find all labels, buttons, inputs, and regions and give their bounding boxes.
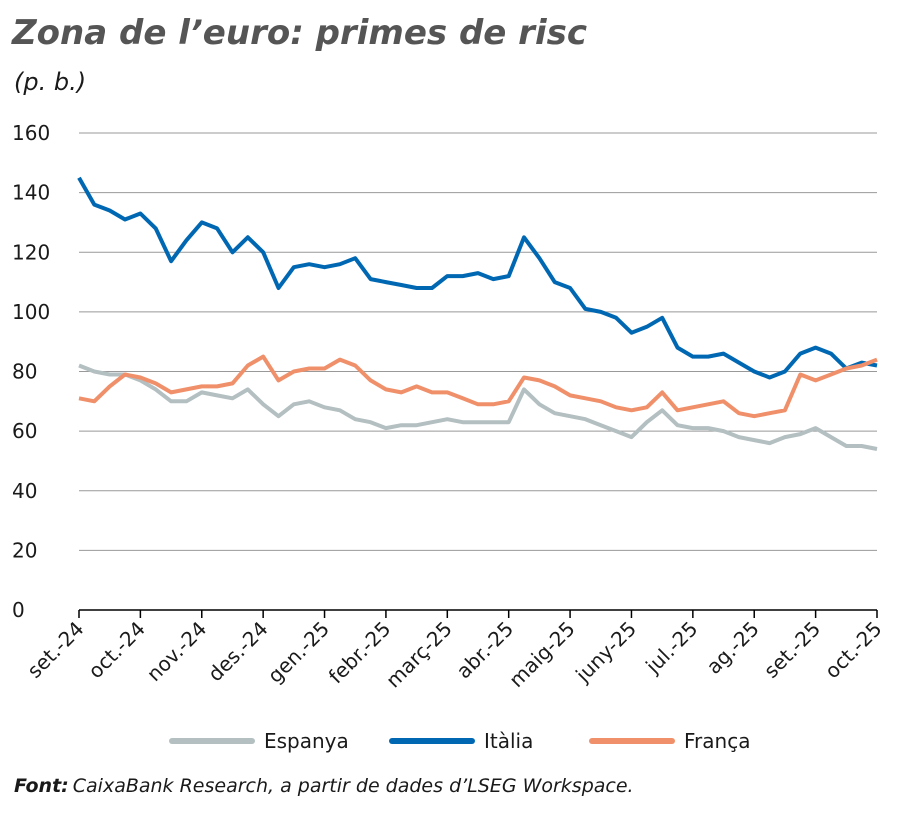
- x-tick-label: jul.-25: [640, 617, 702, 679]
- x-tick-label: oct.-25: [820, 617, 887, 684]
- y-tick-label: 100: [12, 300, 50, 324]
- x-tick-label: juny-25: [570, 617, 641, 688]
- chart-title: Zona de l’euro: primes de risc: [11, 13, 587, 53]
- series-line: [78, 363, 878, 451]
- x-tick-label: nov.-24: [142, 617, 211, 686]
- x-tick-label: gen.-25: [263, 617, 334, 688]
- y-tick-label: 120: [12, 240, 50, 264]
- source-note: Font: CaixaBank Research, a partir de dad…: [14, 775, 634, 797]
- x-tick-label: maig-25: [504, 617, 579, 692]
- legend-label: França: [684, 729, 750, 753]
- legend-label: Espanya: [264, 729, 349, 753]
- y-tick-label: 60: [12, 419, 37, 443]
- source-label: Font:: [14, 775, 69, 797]
- y-tick-label: 20: [12, 538, 37, 562]
- x-tick-label: oct.-24: [83, 617, 150, 684]
- chart-subtitle: (p. b.): [14, 68, 86, 96]
- x-tick-label: març-25: [381, 617, 457, 693]
- legend-label: Itàlia: [484, 729, 533, 753]
- y-tick-label: 0: [12, 598, 25, 622]
- series-line: [78, 354, 878, 419]
- x-tick-label: des.-24: [203, 617, 273, 687]
- y-tick-label: 140: [12, 181, 50, 205]
- y-tick-label: 80: [12, 360, 37, 384]
- x-tick-label: ag.-25: [702, 617, 764, 679]
- series-line: [77, 176, 878, 380]
- x-tick-label: set.-24: [22, 617, 88, 683]
- y-tick-label: 40: [12, 479, 37, 503]
- x-tick-label: set.-25: [759, 617, 825, 683]
- source-text: CaixaBank Research, a partir de dades d’…: [73, 775, 634, 797]
- y-tick-label: 160: [12, 121, 50, 145]
